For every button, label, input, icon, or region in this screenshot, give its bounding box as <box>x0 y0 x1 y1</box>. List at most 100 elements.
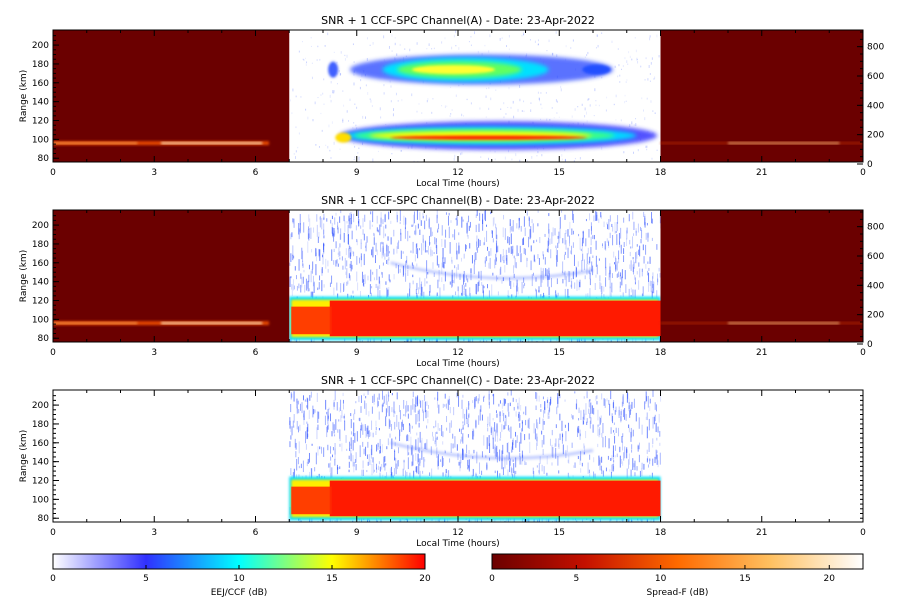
chart-title: SNR + 1 CCF-SPC Channel(A) - Date: 23-Ap… <box>321 14 595 27</box>
x-tick-label: 15 <box>554 348 565 358</box>
y-axis-label: Range (km) <box>19 70 29 122</box>
x-tick-label: 12 <box>452 528 463 538</box>
plot-area <box>53 210 863 342</box>
chart-title: SNR + 1 CCF-SPC Channel(B) - Date: 23-Ap… <box>321 194 595 207</box>
panel-2: SNR + 1 CCF-SPC Channel(C) - Date: 23-Ap… <box>19 374 866 549</box>
night-spread-f <box>53 210 863 342</box>
colorbar-tick-label: 20 <box>824 574 836 584</box>
chart-title: SNR + 1 CCF-SPC Channel(C) - Date: 23-Ap… <box>321 374 595 387</box>
x-axis: 0 3 6 9 12 15 18 21 0 Local Time (hours) <box>50 210 866 369</box>
colorbar-tick-label: 10 <box>655 574 667 584</box>
x-tick-label: 6 <box>253 348 259 358</box>
y-tick-label: 160 <box>32 259 49 269</box>
x-tick-label: 9 <box>354 528 360 538</box>
colorbar-tick-label: 15 <box>326 574 337 584</box>
y-axis: 80 100 120 140 160 180 200 Range (km) <box>19 395 863 524</box>
feature-eej-layer <box>289 441 661 521</box>
y-axis: 80 100 120 140 160 180 200 Range (km) <box>19 35 59 164</box>
colorbars: 0 5 10 15 20 EEJ/CCF (dB) 0 5 10 15 20 Spread-F (dB… <box>50 553 864 598</box>
y-tick-label: 200 <box>32 221 49 231</box>
x-tick-label: 0 <box>50 168 56 178</box>
y-axis-label: Range (km) <box>19 430 29 482</box>
x-axis-label: Local Time (hours) <box>416 539 499 549</box>
y-tick-label: 160 <box>32 79 49 89</box>
y2-axis: 0 200 400 600 800 <box>857 31 884 170</box>
y-tick-label: 100 <box>32 135 49 145</box>
night-spread-f <box>53 30 863 162</box>
y2-tick-label: 400 <box>867 101 884 111</box>
x-tick-label: 3 <box>151 348 157 358</box>
y-tick-label: 180 <box>32 240 49 250</box>
y-tick-label: 160 <box>32 439 49 449</box>
x-tick-label: 0 <box>50 348 56 358</box>
y-tick-label: 100 <box>32 495 49 505</box>
y-tick-label: 200 <box>32 41 49 51</box>
x-tick-label: 15 <box>554 528 565 538</box>
colorbar-label: Spread-F (dB) <box>647 588 709 598</box>
y-tick-label: 180 <box>32 60 49 70</box>
y2-tick-label: 800 <box>867 223 884 233</box>
colorbar-tick-label: 10 <box>233 574 245 584</box>
colorbar-1: 0 5 10 15 20 Spread-F (dB) <box>489 553 864 598</box>
x-tick-label: 21 <box>756 168 767 178</box>
x-tick-label: 6 <box>253 528 259 538</box>
colorbar-tick-label: 5 <box>573 574 579 584</box>
x-tick-label: 15 <box>554 168 565 178</box>
y-tick-label: 80 <box>38 334 50 344</box>
panel-0: SNR + 1 CCF-SPC Channel(A) - Date: 23-Ap… <box>19 14 884 189</box>
y2-tick-label: 0 <box>867 340 873 350</box>
x-tick-label: 0 <box>860 168 866 178</box>
plot-area <box>53 390 863 522</box>
x-tick-label: 21 <box>756 528 767 538</box>
x-tick-label: 18 <box>655 168 667 178</box>
x-tick-label: 12 <box>452 348 463 358</box>
y2-tick-label: 200 <box>867 311 884 321</box>
x-tick-label: 18 <box>655 348 667 358</box>
y-tick-label: 120 <box>32 477 49 487</box>
y2-tick-label: 600 <box>867 252 884 262</box>
x-tick-label: 3 <box>151 168 157 178</box>
feature-eej-layer <box>289 261 661 341</box>
panel-1: SNR + 1 CCF-SPC Channel(B) - Date: 23-Ap… <box>19 194 884 369</box>
x-tick-label: 9 <box>354 168 360 178</box>
y-axis: 80 100 120 140 160 180 200 Range (km) <box>19 215 59 344</box>
y2-tick-label: 0 <box>867 160 873 170</box>
plot-area <box>53 30 863 162</box>
y-tick-label: 140 <box>32 278 49 288</box>
feature-eej-layer <box>335 121 658 150</box>
colorbar-tick-label: 15 <box>739 574 750 584</box>
y-tick-label: 120 <box>32 117 49 127</box>
x-axis: 0 3 6 9 12 15 18 21 0 Local Time (hours) <box>50 30 866 189</box>
y2-tick-label: 400 <box>867 281 884 291</box>
y-tick-label: 100 <box>32 315 49 325</box>
y2-tick-label: 800 <box>867 43 884 53</box>
x-tick-label: 9 <box>354 348 360 358</box>
x-tick-label: 18 <box>655 528 667 538</box>
x-tick-label: 0 <box>50 528 56 538</box>
colorbar-gradient <box>491 553 864 570</box>
y-tick-label: 140 <box>32 98 49 108</box>
y2-tick-label: 600 <box>867 72 884 82</box>
colorbar-tick-label: 0 <box>50 574 56 584</box>
y2-tick-label: 200 <box>867 131 884 141</box>
y-tick-label: 80 <box>38 514 50 524</box>
y-axis-label: Range (km) <box>19 250 29 302</box>
colorbar-tick-label: 0 <box>489 574 495 584</box>
y-tick-label: 120 <box>32 297 49 307</box>
colorbar-0: 0 5 10 15 20 EEJ/CCF (dB) <box>50 553 431 598</box>
x-axis-label: Local Time (hours) <box>416 359 499 369</box>
y-tick-label: 80 <box>38 154 50 164</box>
colorbar-tick-label: 20 <box>419 574 431 584</box>
x-tick-label: 21 <box>756 348 767 358</box>
y-tick-label: 140 <box>32 458 49 468</box>
panels: SNR + 1 CCF-SPC Channel(A) - Date: 23-Ap… <box>19 14 884 549</box>
x-tick-label: 0 <box>860 348 866 358</box>
x-axis-label: Local Time (hours) <box>416 179 499 189</box>
x-tick-label: 12 <box>452 168 463 178</box>
y2-axis: 0 200 400 600 800 <box>857 211 884 350</box>
colorbar-label: EEJ/CCF (dB) <box>211 588 268 598</box>
x-axis: 0 3 6 9 12 15 18 21 0 Local Time (hours) <box>50 390 866 549</box>
feature-150-km-echo <box>328 54 613 85</box>
x-tick-label: 6 <box>253 168 259 178</box>
